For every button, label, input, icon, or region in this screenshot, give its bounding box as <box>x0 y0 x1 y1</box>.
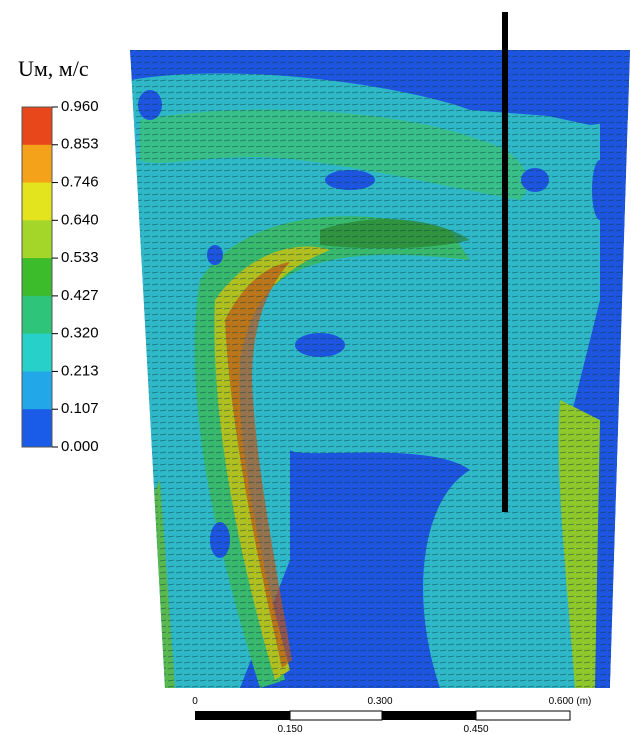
figure: Uм, м/с 0.9600.8530.7460.6400.5330.4270.… <box>0 0 631 735</box>
color-band <box>22 220 52 258</box>
tick-label: 0.427 <box>61 287 99 304</box>
tick-label: 0.746 <box>61 174 99 191</box>
tick-label: 0.107 <box>61 400 99 417</box>
color-band <box>22 371 52 409</box>
color-band <box>22 258 52 296</box>
scale-bar: 0 0.300 0.600 (m) 0.150 0.450 <box>192 696 591 735</box>
color-band <box>22 145 52 183</box>
color-band <box>22 409 52 447</box>
scale-label: 0.450 <box>463 724 488 735</box>
tick-label: 0.000 <box>61 438 99 455</box>
color-band <box>22 107 52 145</box>
scale-label: 0.600 (m) <box>549 696 592 707</box>
tick-label: 0.320 <box>61 325 99 342</box>
scale-label: 0 <box>192 696 198 707</box>
color-band <box>22 296 52 334</box>
tick-label: 0.533 <box>61 249 99 266</box>
velocity-field <box>130 50 630 688</box>
scale-label: 0.150 <box>277 724 302 735</box>
tick-label: 0.640 <box>61 211 99 228</box>
scale-label: 0.300 <box>367 696 392 707</box>
tick-label: 0.853 <box>61 136 99 153</box>
legend-title: Uм, м/с <box>18 56 89 81</box>
tick-label: 0.960 <box>61 98 99 115</box>
tick-label: 0.213 <box>61 362 99 379</box>
color-band <box>22 183 52 221</box>
color-band <box>22 334 52 372</box>
colorbar: 0.960 0.853 0.746 0.640 0.533 0.427 0.320 0.213… <box>22 98 99 455</box>
